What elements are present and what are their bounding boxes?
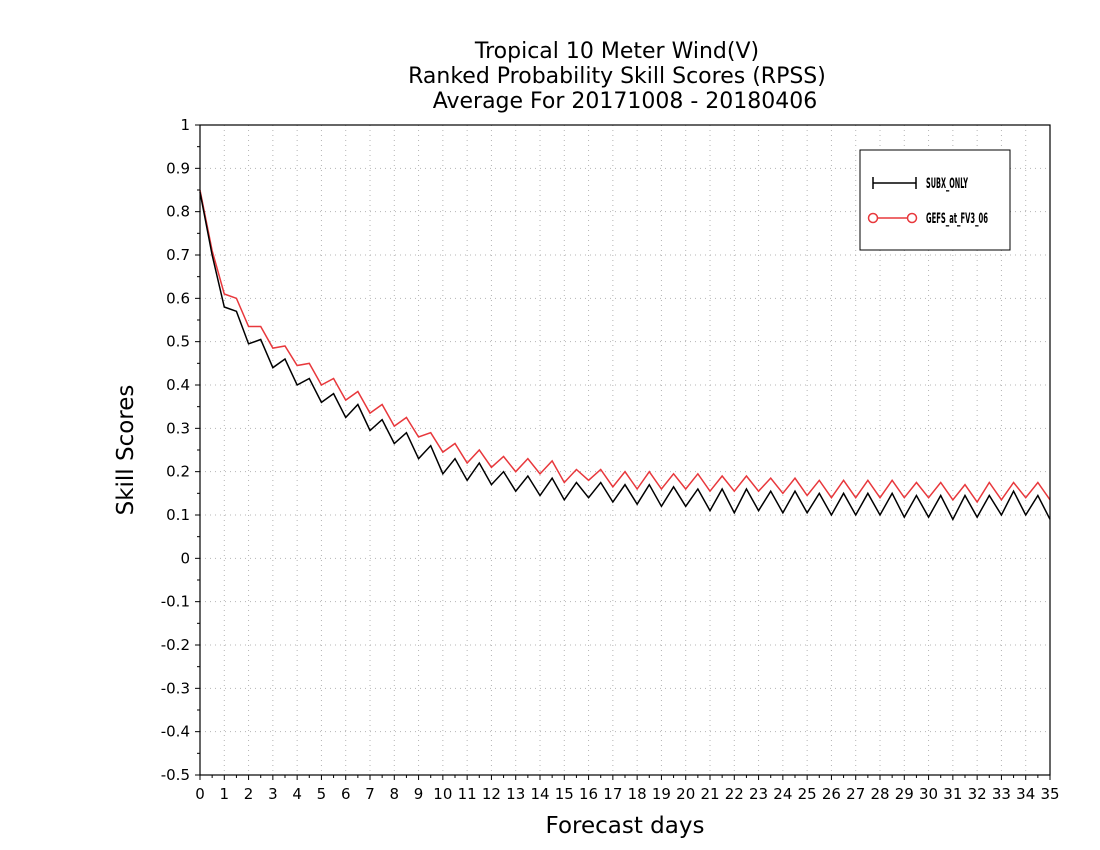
y-tick-label: 0.2: [166, 463, 190, 481]
x-tick-label: 12: [482, 785, 501, 803]
x-tick-label: 22: [725, 785, 744, 803]
x-tick-label: 32: [968, 785, 987, 803]
y-tick-label: -0.3: [161, 679, 190, 697]
legend-box: [859, 149, 1011, 251]
x-tick-label: 21: [700, 785, 719, 803]
y-tick-label: 1: [180, 116, 190, 134]
series-line-gefs: [199, 189, 1051, 504]
x-tick-label: 29: [895, 785, 914, 803]
y-tick-label: 0.7: [166, 246, 190, 264]
legend-item-gefs: GEFS_at_FV3_06: [867, 211, 988, 227]
x-tick-label: 9: [414, 785, 424, 803]
x-tick-label: 34: [1016, 785, 1035, 803]
y-tick-label: -0.4: [161, 723, 190, 741]
x-tick-label: 31: [943, 785, 962, 803]
x-tick-label: 16: [579, 785, 598, 803]
title-line-2: Ranked Probability Skill Scores (RPSS): [408, 64, 826, 89]
legend-label-subx: SUBX_ONLY: [926, 176, 968, 192]
x-tick-label: 6: [341, 785, 351, 803]
x-tick-label: 33: [992, 785, 1011, 803]
x-tick-label: 30: [919, 785, 938, 803]
y-tick-label: 0: [180, 549, 190, 567]
x-tick-label: 3: [268, 785, 278, 803]
x-tick-label: 24: [773, 785, 792, 803]
y-tick-label: 0.1: [166, 506, 190, 524]
x-tick-label: 4: [292, 785, 302, 803]
x-tick-label: 25: [798, 785, 817, 803]
y-tick-label: 0.8: [166, 203, 190, 221]
x-tick-label: 0: [195, 785, 205, 803]
x-axis-ticks: 0 1 2 3 4 5 6 7 8 9 10 11 12 13 14 15 16 17 18 19 20 21 22 23 24…: [195, 775, 1060, 803]
y-tick-label: -0.2: [161, 636, 190, 654]
y-tick-label: 0.4: [166, 376, 190, 394]
legend-circle-icon: [867, 212, 879, 224]
x-tick-label: 8: [390, 785, 400, 803]
y-tick-label: 0.9: [166, 159, 190, 177]
legend: SUBX_ONLY GEFS_at_FV3_06: [859, 149, 1011, 251]
x-tick-label: 27: [846, 785, 865, 803]
x-tick-label: 20: [676, 785, 695, 803]
y-tick-label: 0.3: [166, 419, 190, 437]
x-tick-label: 28: [870, 785, 889, 803]
x-tick-label: 17: [603, 785, 622, 803]
plot-frame: [199, 124, 1051, 776]
y-tick-label: 0.5: [166, 333, 190, 351]
x-tick-label: 1: [220, 785, 230, 803]
x-tick-label: 11: [458, 785, 477, 803]
y-tick-label: 0.6: [166, 289, 190, 307]
x-axis-label: Forecast days: [546, 813, 705, 839]
legend-item-subx: SUBX_ONLY: [872, 176, 968, 192]
title-line-1: Tropical 10 Meter Wind(V): [474, 39, 759, 64]
y-axis-ticks: 1 0.9 0.8 0.7 0.6 0.5 0.4 0.3 0.2 0.1 0 -0.1 -0.2 -0.…: [161, 116, 200, 784]
series-lines: [199, 189, 1051, 521]
x-tick-label: 35: [1040, 785, 1059, 803]
x-tick-label: 14: [530, 785, 549, 803]
y-tick-label: -0.5: [161, 766, 190, 784]
x-tick-label: 2: [244, 785, 254, 803]
x-tick-label: 15: [555, 785, 574, 803]
x-tick-label: 10: [433, 785, 452, 803]
x-tick-label: 19: [652, 785, 671, 803]
x-tick-label: 23: [749, 785, 768, 803]
series-line-subx: [199, 192, 1051, 521]
x-tick-label: 5: [317, 785, 327, 803]
legend-label-gefs: GEFS_at_FV3_06: [926, 211, 988, 227]
legend-circle-icon: [906, 212, 918, 224]
x-tick-label: 18: [628, 785, 647, 803]
x-tick-label: 13: [506, 785, 525, 803]
title-line-3: Average For 20171008 - 20180406: [433, 89, 818, 114]
y-tick-label: -0.1: [161, 593, 190, 611]
x-tick-label: 26: [822, 785, 841, 803]
x-tick-label: 7: [365, 785, 375, 803]
y-axis-label: Skill Scores: [113, 385, 139, 516]
chart-title: Tropical 10 Meter Wind(V) Ranked Probabi…: [408, 39, 826, 114]
